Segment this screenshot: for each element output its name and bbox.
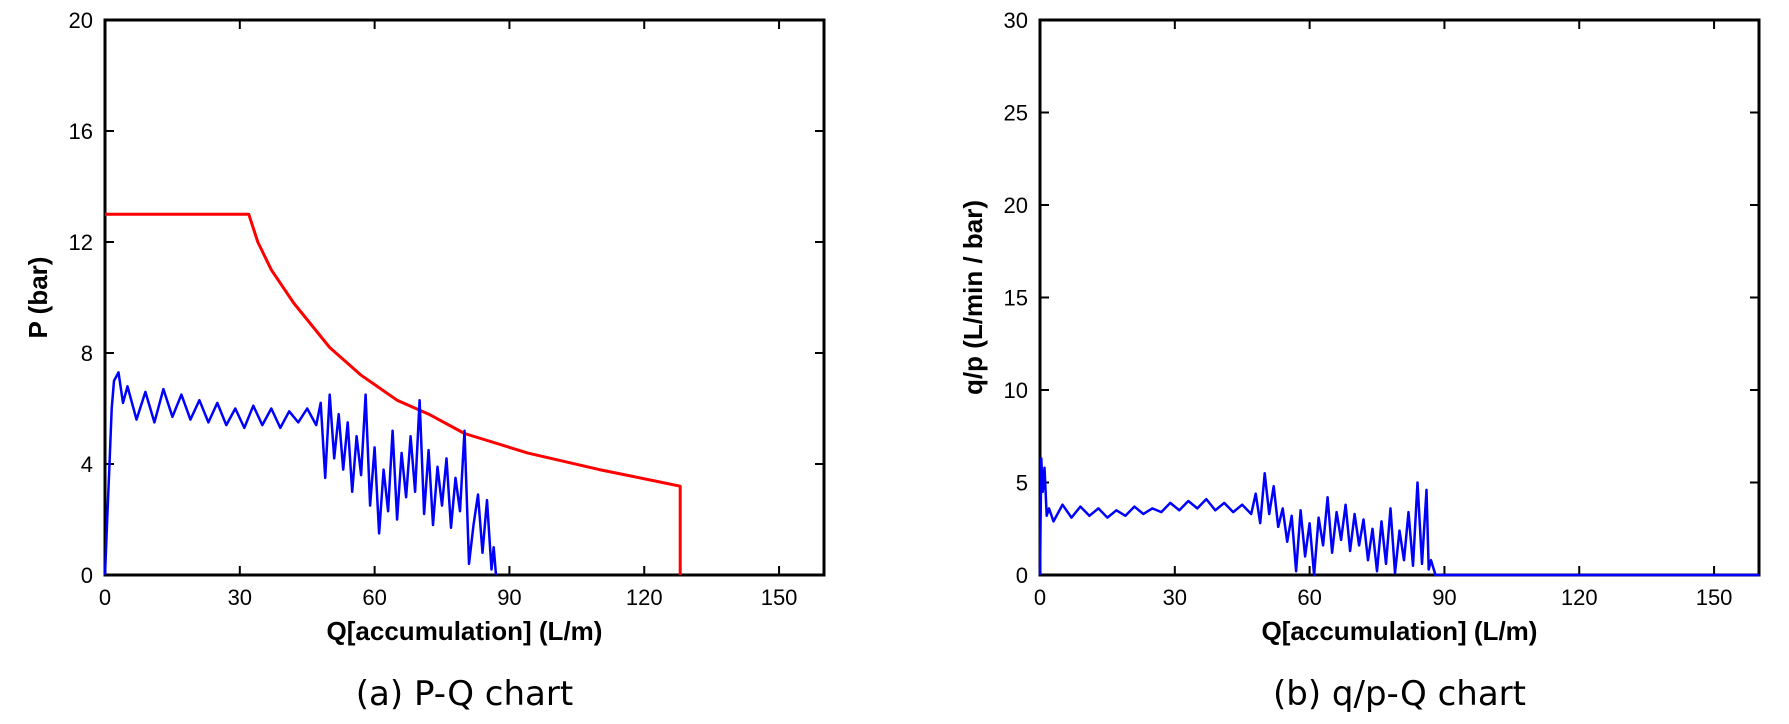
y-tick-label: 8 (81, 341, 93, 366)
x-tick-label: 60 (362, 585, 386, 610)
qp-q-chart: 0 30 60 90 120 150 0 5 10 15 20 25 30 Q[accumulation]… (958, 8, 1761, 714)
y-axis-label: P (bar) (23, 257, 53, 339)
y-tick-label: 30 (1004, 8, 1028, 33)
x-axis-label: Q[accumulation] (L/m) (1262, 616, 1538, 646)
series-line-envelope (105, 212, 682, 575)
x-tick-label: 90 (1432, 585, 1456, 610)
x-tick-label: 30 (228, 585, 252, 610)
y-tick-label: 0 (1016, 563, 1028, 588)
x-tick-label: 120 (1561, 585, 1598, 610)
x-tick-label: 0 (99, 585, 111, 610)
y-tick-label: 25 (1004, 101, 1028, 126)
plot-frame (1038, 18, 1761, 577)
plot-frame (103, 18, 826, 577)
y-tick-label: 0 (81, 563, 93, 588)
pq-chart: 0 30 60 90 120 150 0 4 8 12 16 20 Q[accumulation] (L… (23, 8, 826, 714)
y-tick-label: 5 (1016, 471, 1028, 496)
chart-caption: (b) q/p-Q chart (1273, 674, 1526, 714)
y-tick-label: 12 (69, 230, 93, 255)
series-line-measured (1038, 457, 1759, 577)
x-tick-label: 0 (1034, 585, 1046, 610)
y-axis-label: q/p (L/min / bar) (958, 200, 988, 395)
y-tick-label: 4 (81, 452, 93, 477)
y-tick-label: 20 (1004, 193, 1028, 218)
x-tick-label: 150 (1696, 585, 1733, 610)
y-tick-label: 20 (69, 8, 93, 33)
y-tick-label: 15 (1004, 286, 1028, 311)
x-tick-label: 120 (626, 585, 663, 610)
series-line-measured (103, 371, 498, 576)
x-tick-label: 90 (497, 585, 521, 610)
x-tick-label: 60 (1297, 585, 1321, 610)
y-tick-label: 16 (69, 119, 93, 144)
chart-caption: (a) P-Q chart (356, 674, 573, 714)
y-tick-label: 10 (1004, 378, 1028, 403)
x-tick-label: 30 (1163, 585, 1187, 610)
x-axis-label: Q[accumulation] (L/m) (327, 616, 603, 646)
x-tick-label: 150 (761, 585, 798, 610)
